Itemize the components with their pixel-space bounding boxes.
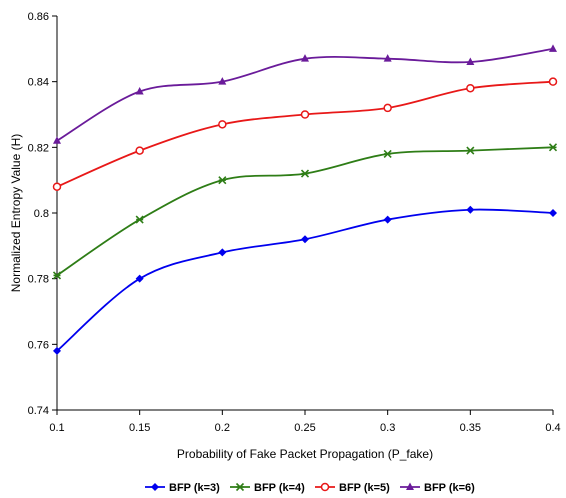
- legend-item: BFP (k=6): [400, 482, 475, 494]
- series-line: [56, 146, 554, 277]
- series-4: [53, 44, 557, 144]
- series-line: [56, 80, 554, 188]
- legend-marker: [235, 482, 245, 492]
- data-point: [218, 77, 227, 85]
- data-point: [383, 103, 392, 113]
- legend: BFP (k=3) BFP (k=4) BFP (k=5) BFP (k=6): [145, 482, 475, 494]
- series-line: [56, 47, 554, 142]
- series-line: [56, 208, 554, 352]
- x-tick-label: 0.1: [49, 422, 64, 434]
- y-tick-label: 0.78: [28, 274, 49, 286]
- data-point: [300, 169, 310, 178]
- x-tick-label: 0.3: [380, 422, 395, 434]
- data-point: [53, 136, 61, 144]
- series-2: [52, 143, 558, 280]
- x-tick-label: 0.15: [129, 422, 150, 434]
- y-axis-title: Normalized Entropy Value (H): [9, 134, 23, 293]
- data-point: [383, 54, 392, 62]
- legend-label: BFP (k=5): [339, 482, 390, 494]
- x-tick-label: 0.35: [460, 422, 481, 434]
- y-tick-label: 0.8: [34, 208, 49, 220]
- legend-marker: [320, 482, 330, 492]
- data-point: [383, 149, 392, 158]
- data-point: [135, 87, 144, 95]
- legend-label: BFP (k=6): [424, 482, 475, 494]
- axes: 0.74 0.76 0.78 0.8 0.82 0.84 0.86 0.1 0.15 0.2 0.2…: [28, 11, 561, 434]
- data-point: [466, 146, 475, 155]
- data-point: [549, 44, 557, 52]
- legend-label: BFP (k=4): [254, 482, 305, 494]
- y-axis-title-group: Normalized Entropy Value (H): [9, 134, 23, 293]
- legend-marker: [151, 483, 159, 491]
- data-point: [135, 146, 144, 155]
- data-point: [466, 83, 475, 93]
- x-tick-label: 0.2: [215, 422, 230, 434]
- data-point: [301, 235, 309, 244]
- data-point: [135, 215, 144, 224]
- data-point: [52, 182, 62, 191]
- data-point: [218, 248, 227, 257]
- data-point: [466, 205, 475, 214]
- data-point: [218, 120, 227, 129]
- y-tick-label: 0.76: [28, 339, 49, 351]
- y-tick-label: 0.86: [28, 11, 49, 23]
- y-tick-label: 0.84: [28, 77, 49, 89]
- legend-label: BFP (k=3): [169, 482, 220, 494]
- data-point: [218, 176, 227, 185]
- data-point: [301, 54, 309, 62]
- series-3: [52, 77, 558, 191]
- series-1: [53, 205, 557, 355]
- x-tick-label: 0.25: [294, 422, 315, 434]
- data-point: [548, 143, 558, 152]
- data-point: [466, 57, 475, 65]
- legend-item: BFP (k=3): [145, 482, 220, 494]
- data-point: [300, 110, 310, 119]
- x-axis-title: Probability of Fake Packet Propagation (…: [177, 447, 433, 461]
- data-point: [548, 77, 558, 86]
- x-tick-label: 0.4: [545, 422, 560, 434]
- legend-marker: [406, 482, 414, 490]
- series-layer: [52, 44, 558, 355]
- legend-item: BFP (k=5): [315, 482, 390, 494]
- y-tick-label: 0.74: [28, 405, 49, 417]
- data-point: [52, 271, 62, 280]
- data-point: [135, 274, 144, 283]
- data-point: [383, 215, 392, 224]
- data-point: [549, 209, 557, 217]
- legend-item: BFP (k=4): [230, 482, 305, 494]
- y-tick-label: 0.82: [28, 142, 49, 154]
- data-point: [53, 346, 61, 355]
